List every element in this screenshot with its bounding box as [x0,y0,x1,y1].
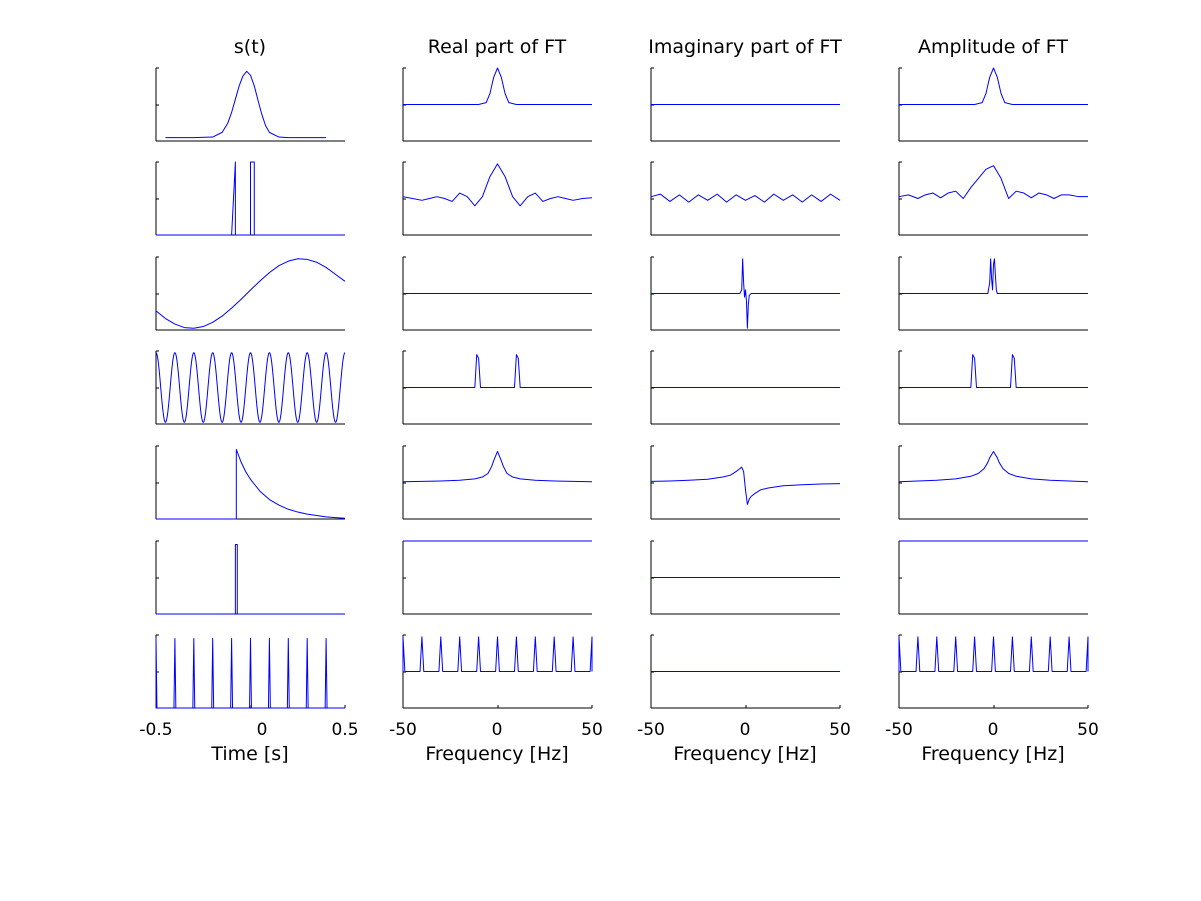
subplot-r6-amp [898,540,1088,615]
series-line-signal [156,448,346,520]
x-axis-label-signal: Time [s] [210,743,288,765]
subplot-r2-amp [898,161,1088,236]
x-tick-label: -50 [637,720,665,740]
x-tick-label: 50 [1077,720,1099,740]
x-tick-label: -50 [389,720,417,740]
series-line-signal [155,637,345,709]
x-tick-label: 0 [740,720,751,740]
series-line-imag [650,466,841,505]
subplot-r7-imag [650,634,841,709]
series-line-amp [899,67,1088,105]
series-line-amp [898,450,1089,483]
series-line-real [403,67,592,105]
series-line-signal [156,161,345,236]
subplot-r5-signal [155,445,346,520]
series-line-imag [651,258,840,329]
subplot-r7-amp [898,634,1089,709]
column-title-amp: Amplitude of FT [918,36,1068,58]
x-tick-label: 0 [257,720,268,740]
subplot-r1-signal [155,67,345,142]
x-tick-label: 0 [988,720,999,740]
x-tick-label: 0.5 [331,720,358,740]
column-title-real: Real part of FT [428,36,567,58]
series-line-amp [898,636,1089,672]
x-tick-label: 0 [492,720,503,740]
subplot-r3-real [402,256,592,331]
series-line-amp [899,354,1088,388]
series-line-real [402,636,593,672]
series-line-amp [898,165,1088,199]
series-line-imag [650,193,841,203]
series-line-signal [155,352,346,423]
subplot-r6-imag [650,540,840,615]
column-title-imag: Imaginary part of FT [648,36,842,58]
x-axis-label-real: Frequency [Hz] [425,743,568,765]
series-line-signal [165,70,327,139]
subplot-r7-real [402,634,593,709]
series-line-real [402,450,593,483]
series-line-real [403,354,592,388]
x-axis-label-amp: Frequency [Hz] [921,743,1064,765]
x-axis-label-imag: Frequency [Hz] [673,743,816,765]
x-tick-label: 50 [581,720,603,740]
x-tick-label: 50 [829,720,851,740]
subplot-r3-amp [898,256,1088,331]
column-titles: s(t) Real part of FT Imaginary part of F… [234,36,1068,58]
subplot-r4-real [402,350,592,425]
subplot-r5-amp [898,445,1089,520]
subplot-r1-real [402,67,592,142]
subplot-r1-imag [650,67,840,142]
subplot-r6-real [402,540,592,615]
subplot-r2-real [402,161,593,236]
subplot-r5-imag [650,445,841,520]
subplot-r1-amp [898,67,1088,142]
series-line-real [402,163,593,207]
x-tick-label: -50 [885,720,913,740]
subplot-r4-signal [155,350,346,425]
subplot-r4-imag [650,350,840,425]
series-line-signal [156,543,345,615]
subplot-r6-signal [155,540,345,615]
x-tick-label: -0.5 [139,720,172,740]
subplot-r4-amp [898,350,1088,425]
bottom-axis-labels: -0.5 0 0.5 Time [s] -50 0 50 Frequency [… [139,720,1098,765]
subplot-r2-signal [155,161,345,236]
subplot-r3-imag [650,256,840,331]
subplot-grid [155,67,1089,709]
series-line-signal [155,258,346,329]
subplot-r7-signal [155,634,346,709]
subplot-r2-imag [650,161,841,236]
series-line-amp [899,258,1088,294]
column-title-signal: s(t) [234,36,266,58]
subplot-r3-signal [155,256,346,331]
subplot-r5-real [402,445,593,520]
